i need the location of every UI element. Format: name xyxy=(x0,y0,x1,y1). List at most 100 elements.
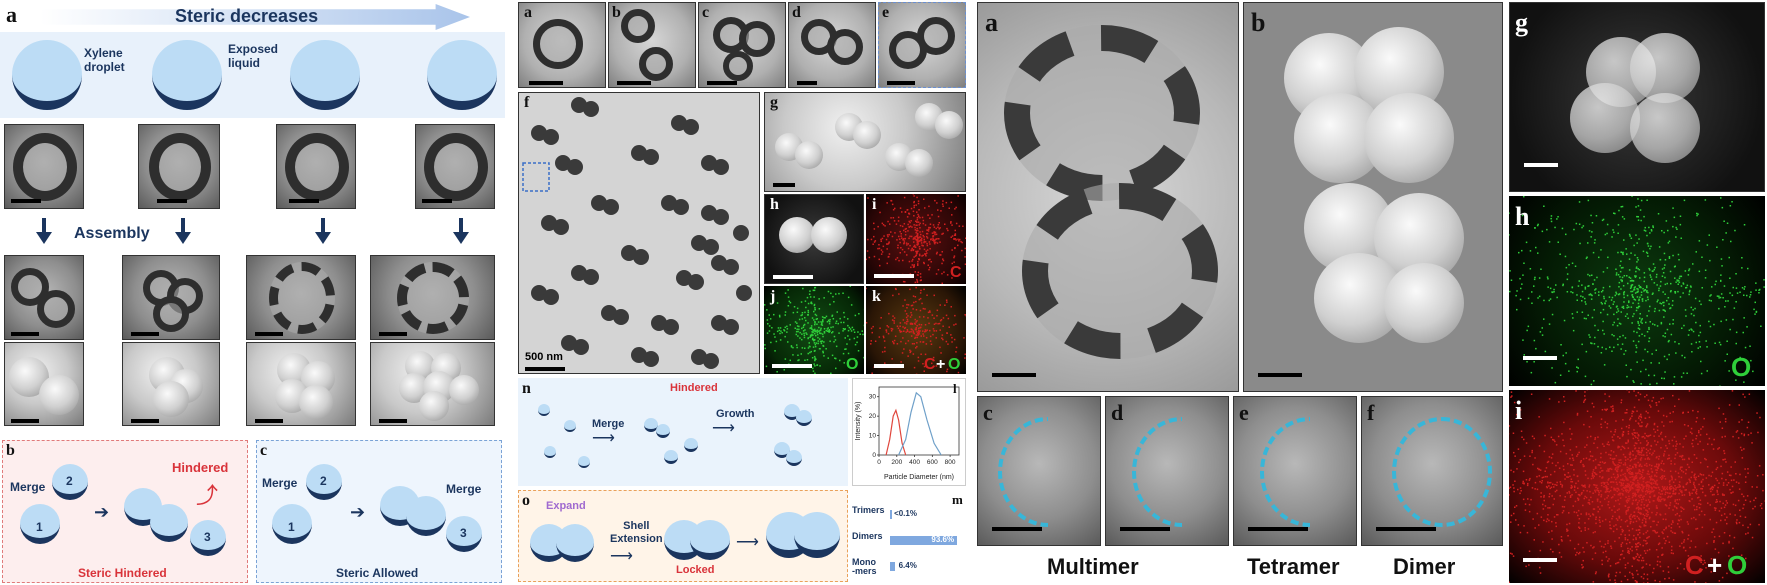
right-letter-b: b xyxy=(1251,8,1266,37)
y-tick-label-2: 20 xyxy=(869,413,877,420)
b-caption: Steric Hindered xyxy=(78,566,167,580)
right-panel-g xyxy=(1509,2,1765,192)
x-tick-label-4: 800 xyxy=(945,459,956,466)
y-tick-label-3: 30 xyxy=(869,394,877,401)
mid-panel-j xyxy=(764,286,864,374)
o-expand-label: Expand xyxy=(546,500,586,512)
sem-dimer xyxy=(4,342,84,426)
x-tick-label-1: 200 xyxy=(891,459,902,466)
assembly-label: Assembly xyxy=(74,225,150,242)
mid-letter-o: o xyxy=(522,492,530,509)
mid-top-b xyxy=(608,2,696,88)
c-num-1: 1 xyxy=(288,520,295,534)
h-o-label: O xyxy=(1731,352,1752,382)
panel-letter-c: c xyxy=(260,442,268,459)
m-row-label: Mono -mers xyxy=(852,557,877,576)
panel-l-box: l 0 200 400 600 800 0 10 20 30 Particle Diameter … xyxy=(852,378,966,486)
c-num-3: 3 xyxy=(460,526,467,540)
xylene-label: Xylene droplet xyxy=(84,46,125,74)
m-row-label: Dimers xyxy=(852,531,883,541)
b-num-3: 3 xyxy=(204,530,211,544)
c-merge-label-1: Merge xyxy=(262,476,298,490)
assembly-arrow-4 xyxy=(453,218,469,244)
m-row-value: 93.6% xyxy=(931,535,955,544)
i-plus-label-right: + xyxy=(1707,550,1723,580)
assembly-arrow-2 xyxy=(175,218,191,244)
chart-frame xyxy=(878,386,960,456)
mid-letter-e: e xyxy=(882,4,890,21)
right-letter-f: f xyxy=(1367,400,1375,425)
b-hindered-arrow: ⤴ xyxy=(196,483,219,508)
droplet-band xyxy=(0,32,505,118)
m-row-bar xyxy=(890,536,958,545)
series-line-0 xyxy=(885,408,907,456)
k-plus-label: + xyxy=(936,356,946,373)
o-shell-label: Shell Extension xyxy=(610,520,663,545)
left-figure: a Steric decreases Xylene droplet Expose… xyxy=(0,0,505,585)
x-tick-label-0: 0 xyxy=(877,459,881,466)
mid-letter-m: m xyxy=(952,492,963,507)
tem-image-4 xyxy=(415,124,495,209)
mid-panel-g xyxy=(764,92,966,192)
i-c-label: C xyxy=(950,264,962,281)
o-particle-2 xyxy=(556,524,594,562)
mid-letter-j: j xyxy=(770,288,776,305)
mid-letter-d: d xyxy=(792,4,801,21)
k-c-label: C xyxy=(924,356,936,373)
tem-image-2 xyxy=(138,124,220,209)
steric-arrow-label: Steric decreases xyxy=(175,6,319,26)
mid-top-e xyxy=(878,2,966,88)
exposed-label: Exposed liquid xyxy=(228,42,279,70)
m-row: Mono -mers 6.4% xyxy=(852,556,966,580)
right-letter-h: h xyxy=(1515,202,1530,231)
tem-multimer xyxy=(370,255,495,340)
sem-multimer xyxy=(370,342,495,426)
label-multimer: Multimer xyxy=(1047,554,1139,579)
label-dimer: Dimer xyxy=(1393,554,1456,579)
b-particle-2 xyxy=(52,464,88,500)
mid-panel-h xyxy=(764,194,864,284)
x-tick-label-2: 400 xyxy=(909,459,920,466)
c-arrow: ➔ xyxy=(350,502,366,522)
m-row-value: <0.1% xyxy=(894,509,917,518)
k-o-label: O xyxy=(948,356,961,373)
mid-letter-a: a xyxy=(524,4,532,21)
mid-panel-k xyxy=(866,286,966,374)
tem-dimer xyxy=(4,255,84,340)
c-num-2: 2 xyxy=(320,474,327,488)
m-row-bar xyxy=(890,562,895,571)
right-figure: a b c d e f Multimer Tetramer Dimer g h … xyxy=(975,0,1767,585)
mid-top-d xyxy=(788,2,876,88)
o-particle-6 xyxy=(794,512,840,558)
mid-letter-b: b xyxy=(612,4,621,21)
n-growth-label: Growth xyxy=(716,408,755,420)
right-panel-c xyxy=(977,396,1101,546)
y-tick-label-1: 10 xyxy=(869,433,877,440)
b-particle-1 xyxy=(20,504,60,544)
right-panel-b xyxy=(1243,2,1503,392)
right-panel-e xyxy=(1233,396,1357,546)
mid-top-a xyxy=(518,2,606,88)
mid-panel-i xyxy=(866,194,966,284)
n-dots xyxy=(534,398,834,478)
right-letter-g: g xyxy=(1515,8,1528,37)
mid-letter-g: g xyxy=(770,94,778,111)
f-scale-label: 500 nm xyxy=(525,351,563,363)
right-letter-d: d xyxy=(1111,400,1124,425)
f-scalebar xyxy=(525,367,565,371)
droplet-1 xyxy=(12,40,82,110)
m-row-bar xyxy=(890,510,892,519)
right-panel-h xyxy=(1509,196,1765,386)
right-panel-f xyxy=(1361,396,1503,546)
i-o-label-right: O xyxy=(1727,550,1748,580)
y-tick-label-0: 0 xyxy=(872,452,876,459)
n-hindered-label: Hindered xyxy=(670,382,718,394)
series-line-1 xyxy=(898,391,942,456)
mid-letter-h: h xyxy=(770,196,779,213)
c-merged-2 xyxy=(406,496,446,536)
n-arrow-2: ⟶ xyxy=(712,420,735,437)
x-tick-label-3: 600 xyxy=(927,459,938,466)
right-letter-i: i xyxy=(1515,396,1523,425)
b-num-2: 2 xyxy=(66,474,73,488)
sem-trimer xyxy=(122,342,220,426)
